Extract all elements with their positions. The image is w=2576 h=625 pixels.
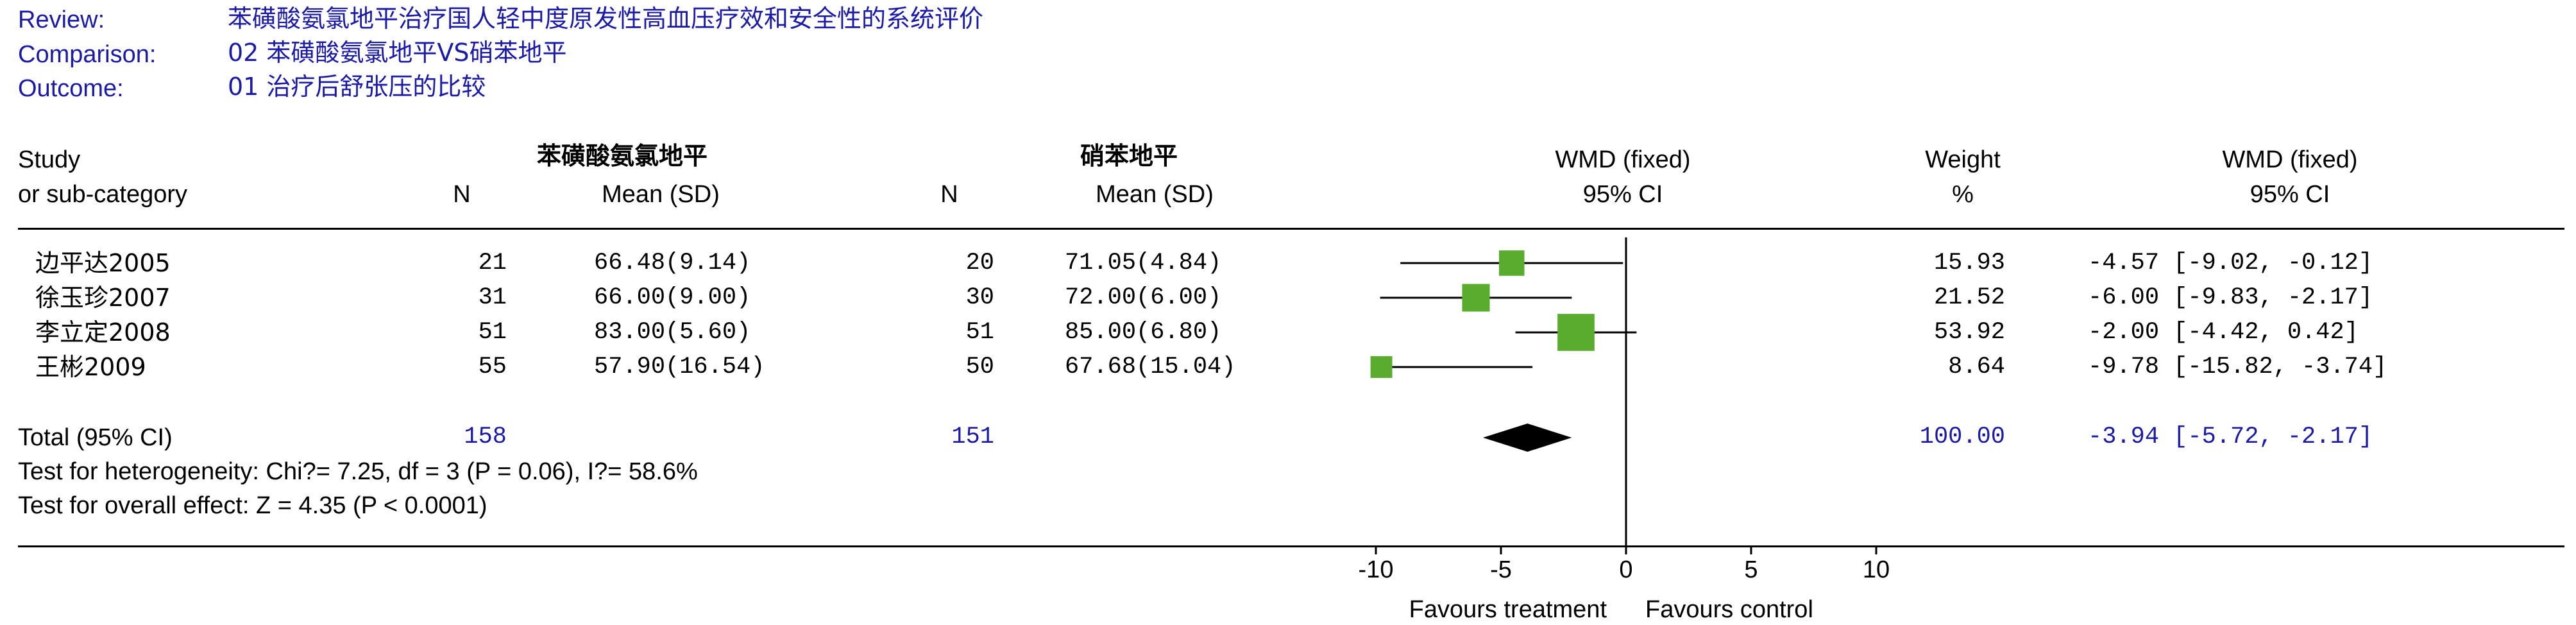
weight-header: Weight <box>1925 146 2001 173</box>
study-n-treatment: 31 <box>478 284 507 311</box>
axis-tick-label: 10 <box>1863 556 1890 583</box>
study-mean-sd-treatment: 66.48(9.14) <box>594 250 751 277</box>
axis-tick-label: 5 <box>1744 556 1758 583</box>
effect-square <box>1557 314 1595 351</box>
total-n-treatment: 158 <box>464 424 507 450</box>
study-n-control: 20 <box>965 250 994 277</box>
effect-square <box>1462 284 1490 312</box>
axis-tick-label: 0 <box>1619 556 1632 583</box>
study-name: 王彬2009 <box>35 353 146 381</box>
n-header-control: N <box>940 181 958 208</box>
study-n-treatment: 51 <box>478 319 507 346</box>
total-n-control: 151 <box>951 424 994 450</box>
study-mean-sd-control: 71.05(4.84) <box>1065 250 1222 277</box>
study-mean-sd-control: 85.00(6.80) <box>1065 319 1222 346</box>
study-header-line1: Study <box>18 146 81 173</box>
study-n-treatment: 21 <box>478 250 507 277</box>
total-weight: 100.00 <box>1919 424 2005 450</box>
study-n-control: 51 <box>965 319 994 346</box>
study-mean-sd-control: 67.68(15.04) <box>1065 354 1236 381</box>
effect-square <box>1498 250 1525 276</box>
axis-tick-label: -5 <box>1490 556 1512 583</box>
percent-header: % <box>1952 181 1974 208</box>
study-name: 徐玉珍2007 <box>35 284 171 312</box>
comparison-title: 02 苯磺酸氨氯地平VS硝苯地平 <box>228 39 567 67</box>
study-mean-sd-control: 72.00(6.00) <box>1065 284 1222 311</box>
study-wmd-ci: -6.00 [-9.83, -2.17] <box>2088 284 2373 311</box>
treatment-group-header: 苯磺酸氨氯地平 <box>536 142 708 170</box>
outcome-label: Outcome: <box>18 75 124 102</box>
total-label: Total (95% CI) <box>18 424 173 451</box>
study-header-line2: or sub-category <box>18 181 188 208</box>
study-wmd-ci: -4.57 [-9.02, -0.12] <box>2088 250 2373 277</box>
wmd-header-plot: WMD (fixed) <box>1555 146 1691 173</box>
control-group-header: 硝苯地平 <box>1080 142 1178 170</box>
outcome-title: 01 治疗后舒张压的比较 <box>228 73 486 101</box>
comparison-label: Comparison: <box>18 41 157 68</box>
overall-effect-test: Test for overall effect: Z = 4.35 (P < 0… <box>18 492 487 519</box>
study-mean-sd-treatment: 83.00(5.60) <box>594 319 751 346</box>
study-weight: 15.93 <box>1933 250 2005 277</box>
study-name: 李立定2008 <box>35 318 171 347</box>
n-header-treatment: N <box>453 181 471 208</box>
study-wmd-ci: -9.78 [-15.82, -3.74] <box>2088 354 2387 381</box>
ci-header-plot: 95% CI <box>1582 181 1663 208</box>
mean-sd-header-treatment: Mean (SD) <box>602 181 720 208</box>
pooled-diamond <box>1482 424 1572 452</box>
axis-label-favours-treatment: Favours treatment <box>1409 596 1607 623</box>
study-weight: 21.52 <box>1933 284 2005 311</box>
axis-label-favours-control: Favours control <box>1645 596 1813 623</box>
study-mean-sd-treatment: 57.90(16.54) <box>594 354 765 381</box>
study-name: 边平达2005 <box>35 249 171 277</box>
heterogeneity-test: Test for heterogeneity: Chi?= 7.25, df =… <box>18 458 698 485</box>
study-weight: 53.92 <box>1933 319 2005 346</box>
study-wmd-ci: -2.00 [-4.42, 0.42] <box>2088 319 2359 346</box>
mean-sd-header-control: Mean (SD) <box>1096 181 1214 208</box>
footer-divider <box>18 545 2564 547</box>
study-n-control: 50 <box>965 354 994 381</box>
axis-tick-label: -10 <box>1359 556 1394 583</box>
study-weight: 8.64 <box>1948 354 2005 381</box>
study-n-treatment: 55 <box>478 354 507 381</box>
wmd-header-values: WMD (fixed) <box>2222 146 2358 173</box>
total-wmd-ci: -3.94 [-5.72, -2.17] <box>2088 424 2373 450</box>
study-mean-sd-treatment: 66.00(9.00) <box>594 284 751 311</box>
review-title: 苯磺酸氨氯地平治疗国人轻中度原发性高血压疗效和安全性的系统评价 <box>228 4 984 33</box>
study-n-control: 30 <box>965 284 994 311</box>
ci-header-values: 95% CI <box>2250 181 2330 208</box>
effect-square <box>1370 356 1393 378</box>
header-divider <box>18 228 2564 230</box>
review-label: Review: <box>18 6 105 33</box>
